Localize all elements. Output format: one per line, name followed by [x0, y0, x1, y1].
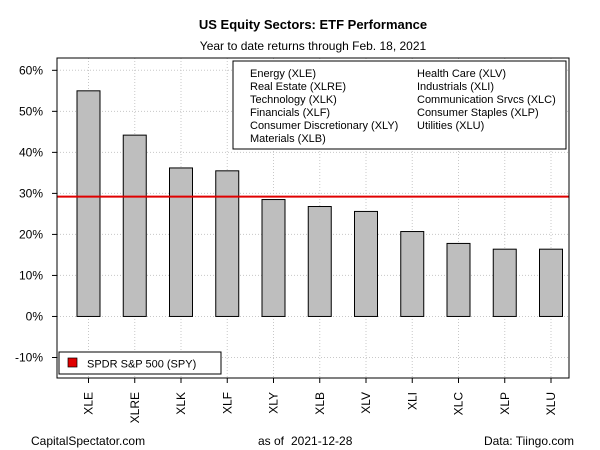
x-tick-label: XLY — [267, 392, 281, 414]
sector-legend-box — [232, 60, 567, 150]
y-tick-label: 50% — [19, 104, 43, 118]
x-tick-label: XLK — [174, 392, 188, 415]
legend-entry: Materials (XLB) — [250, 133, 326, 145]
bar-xlu — [539, 248, 563, 317]
chart-subtitle: Year to date returns through Feb. 18, 20… — [200, 39, 427, 53]
bar-series — [76, 90, 563, 317]
bar-xlre — [122, 134, 147, 317]
x-tick-label: XLC — [452, 392, 466, 416]
y-tick-label: 30% — [19, 186, 43, 200]
y-tick-label: 40% — [19, 145, 43, 159]
y-axis: -10% 0% 10% 20% 30% 40% 50% 60% — [15, 63, 57, 364]
bar-xlp — [492, 248, 517, 317]
bar-xlf — [215, 170, 240, 317]
x-axis: XLE XLRE XLK XLF XLY XLB XLV XLI XLC XLP XLU — [82, 378, 558, 423]
legend-entry: Industrials (XLI) — [417, 81, 494, 93]
plot-frame — [56, 57, 570, 379]
legend-entry: Financials (XLF) — [250, 107, 330, 119]
x-tick-label: XLE — [82, 392, 96, 415]
bar-xlb — [307, 206, 332, 317]
y-tick-label: 0% — [26, 309, 44, 323]
y-tick-label: 20% — [19, 227, 43, 241]
y-tick-label: 60% — [19, 63, 43, 77]
footer-data-credit: Data: Tiingo.com — [484, 434, 574, 448]
y-tick-label: 10% — [19, 268, 43, 282]
bar-xle — [76, 90, 101, 317]
x-tick-label: XLU — [544, 392, 558, 415]
legend-entry: Energy (XLE) — [250, 68, 316, 80]
footer-date: 2021-12-28 — [291, 434, 353, 448]
legend-entry: Consumer Discretionary (XLY) — [250, 120, 398, 132]
legend-entry: Health Care (XLV) — [417, 68, 506, 80]
legend-entry: Utilities (XLU) — [417, 120, 484, 132]
y-tick-label: -10% — [15, 350, 43, 364]
x-tick-label: XLP — [498, 392, 512, 415]
x-tick-label: XLF — [220, 392, 234, 414]
bar-xlv — [354, 210, 378, 317]
bar-xlk — [169, 167, 193, 317]
x-tick-label: XLI — [405, 392, 419, 410]
legend-entry: Technology (XLK) — [250, 94, 337, 106]
bar-xli — [400, 231, 425, 317]
legend-entry: Communication Srvcs (XLC) — [417, 94, 556, 106]
bar-xlc — [446, 242, 471, 317]
sector-legend: Energy (XLE)Real Estate (XLRE)Technology… — [232, 60, 567, 150]
footer-source: CapitalSpectator.com — [31, 434, 145, 448]
spy-legend-label: SPDR S&P 500 (SPY) — [87, 359, 196, 371]
x-tick-label: XLB — [313, 392, 327, 415]
footer-asof-label: as of — [258, 434, 285, 448]
spy-legend-box — [58, 351, 222, 375]
legend-entry: Real Estate (XLRE) — [250, 81, 346, 93]
x-tick-label: XLRE — [128, 392, 142, 423]
legend-entry: Consumer Staples (XLP) — [417, 107, 539, 119]
chart-title: US Equity Sectors: ETF Performance — [199, 17, 427, 32]
spy-legend-swatch — [67, 357, 78, 368]
bar-xly — [261, 199, 286, 317]
x-tick-label: XLV — [359, 392, 373, 414]
spy-legend: SPDR S&P 500 (SPY) — [58, 351, 222, 375]
